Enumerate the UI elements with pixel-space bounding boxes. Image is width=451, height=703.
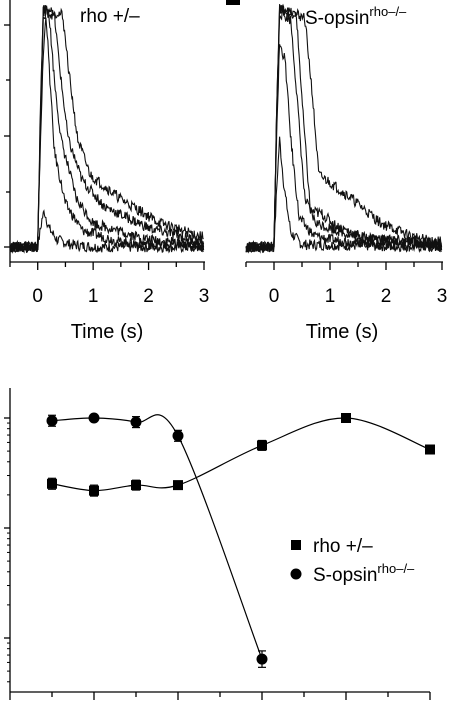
panel-rho: 0 1 2 3 rho +/– Time (s): [4, 0, 240, 343]
data-point-square: [47, 478, 57, 489]
panel-scatter: rho +/– S-opsinrho–/–: [4, 388, 435, 700]
panel-rho-x-tick-label: 3: [199, 286, 210, 307]
legend-circle-marker: [290, 568, 302, 580]
data-point-square: [131, 480, 141, 491]
panel-sopsin-title: S-opsinrho–/–: [305, 4, 407, 29]
data-point-circle: [88, 412, 100, 424]
panel-sopsin: 0 1 2 3 S-opsinrho–/– Time (s): [245, 3, 448, 343]
legend: rho +/– S-opsinrho–/–: [290, 536, 415, 586]
legend-square-marker: [291, 540, 301, 550]
legend-label-rho: rho +/–: [313, 536, 373, 557]
panel-rho-trace: [9, 5, 205, 253]
panel-sopsin-x-tick-label: 1: [325, 286, 336, 307]
panel-rho-x-tick-label: 0: [32, 286, 43, 307]
data-point-circle: [172, 430, 184, 442]
panel-scatter-fit-curve: [51, 414, 263, 660]
panel-sopsin-trace: [245, 5, 442, 253]
data-point-circle: [256, 653, 268, 665]
data-point-square: [425, 444, 435, 455]
panel-rho-trace: [9, 17, 205, 254]
panel-rho-title: rho +/–: [80, 6, 140, 27]
panel-sopsin-x-tick-label: 0: [269, 286, 280, 307]
legend-label-sopsin-superscript: rho–/–: [377, 561, 415, 576]
data-point-square: [89, 485, 99, 496]
panel-rho-x-tick-label: 2: [143, 286, 154, 307]
panel-sopsin-x-tick-label: 2: [381, 286, 392, 307]
data-point-circle: [46, 415, 58, 427]
panel-sopsin-x-tick-label: 3: [437, 286, 448, 307]
panel-rho-x-tick-label: 1: [88, 286, 99, 307]
panel-sopsin-title-main: S-opsin: [305, 8, 369, 29]
panel-rho-trace: [9, 6, 205, 254]
panel-sopsin-title-superscript: rho–/–: [369, 4, 407, 19]
legend-label-sopsin-main: S-opsin: [313, 565, 377, 586]
data-point-square: [341, 413, 351, 423]
data-point-circle: [130, 416, 142, 428]
panel-sopsin-x-label: Time (s): [306, 321, 379, 343]
panel-scatter-fit-curve: [51, 417, 431, 492]
panel-rho-trace: [9, 5, 204, 253]
panel-rho-x-label: Time (s): [71, 321, 144, 343]
data-point-square: [257, 440, 267, 451]
legend-label-sopsin: S-opsinrho–/–: [313, 561, 415, 586]
data-point-square: [173, 480, 183, 491]
panel-letter-fragment: [226, 0, 240, 5]
panel-rho-trace: [9, 209, 204, 254]
